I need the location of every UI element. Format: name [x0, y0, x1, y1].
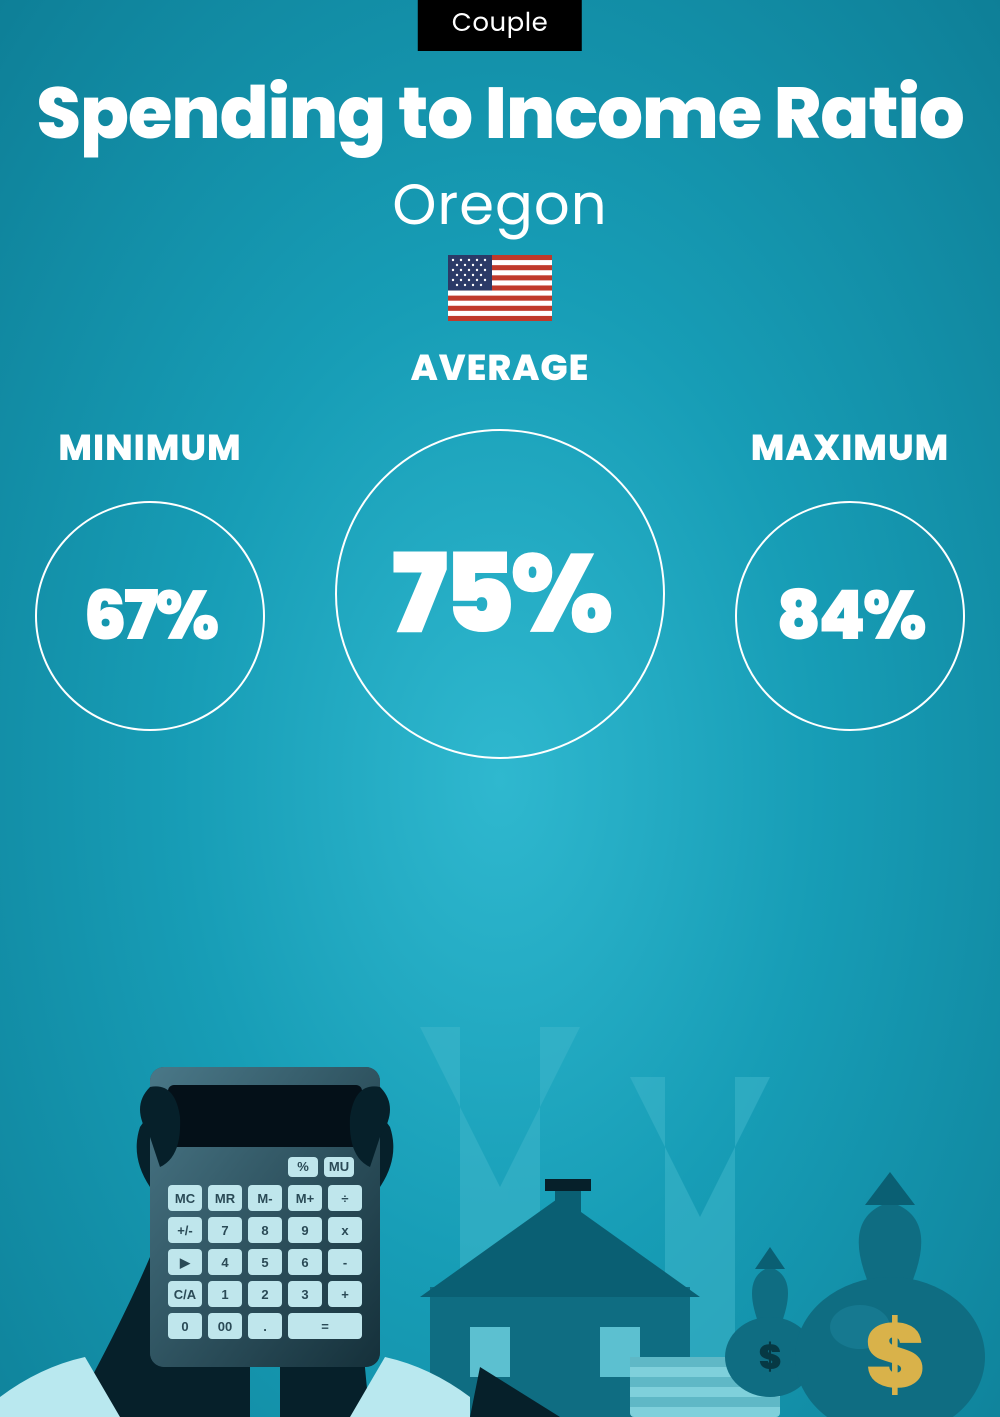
svg-text:C/A: C/A: [174, 1287, 197, 1302]
svg-text:6: 6: [301, 1255, 308, 1270]
svg-text:%: %: [297, 1159, 309, 1174]
svg-text:$: $: [865, 1292, 925, 1417]
svg-text:÷: ÷: [341, 1191, 348, 1206]
stat-maximum-label: MAXIMUM: [735, 420, 965, 475]
svg-text:00: 00: [218, 1319, 232, 1334]
stat-average-label: AVERAGE: [335, 340, 665, 395]
svg-text:9: 9: [301, 1223, 308, 1238]
svg-text:+: +: [341, 1287, 349, 1302]
svg-text:MU: MU: [329, 1159, 349, 1174]
stat-average-value: 75%: [391, 511, 608, 677]
category-badge: Couple: [418, 0, 582, 51]
stat-maximum-circle: 84%: [735, 501, 965, 731]
stat-maximum-value: 84%: [776, 565, 923, 667]
svg-text:5: 5: [261, 1255, 268, 1270]
svg-text:▶: ▶: [179, 1255, 191, 1270]
svg-text:3: 3: [301, 1287, 308, 1302]
page-title: Spending to Income Ratio: [0, 60, 1000, 168]
svg-text:1: 1: [221, 1287, 228, 1302]
svg-text:x: x: [341, 1223, 349, 1238]
stat-minimum-circle: 67%: [35, 501, 265, 731]
svg-text:7: 7: [221, 1223, 228, 1238]
svg-text:MC: MC: [175, 1191, 196, 1206]
svg-text:$: $: [759, 1333, 782, 1381]
svg-text:.: .: [263, 1319, 267, 1334]
stat-minimum: MINIMUM 67%: [35, 420, 265, 731]
svg-text:MR: MR: [215, 1191, 236, 1206]
svg-text:8: 8: [261, 1223, 268, 1238]
stat-maximum: MAXIMUM 84%: [735, 420, 965, 731]
svg-text:M-: M-: [257, 1191, 272, 1206]
svg-text:=: =: [321, 1319, 329, 1334]
svg-text:0: 0: [181, 1319, 188, 1334]
stat-minimum-label: MINIMUM: [35, 420, 265, 475]
stat-minimum-value: 67%: [84, 565, 217, 667]
svg-text:M+: M+: [296, 1191, 315, 1206]
svg-text:2: 2: [261, 1287, 268, 1302]
finance-illustration-icon: $ $ % MU: [0, 857, 1000, 1417]
svg-text:+/-: +/-: [177, 1223, 193, 1238]
region-subtitle: Oregon: [0, 162, 1000, 247]
stat-average-circle: 75%: [335, 429, 665, 759]
svg-text:4: 4: [221, 1255, 229, 1270]
svg-text:-: -: [343, 1255, 347, 1270]
us-flag-icon: [448, 255, 552, 321]
stat-average: AVERAGE 75%: [335, 340, 665, 759]
stats-row: MINIMUM 67% AVERAGE 75% MAXIMUM 84%: [0, 420, 1000, 759]
